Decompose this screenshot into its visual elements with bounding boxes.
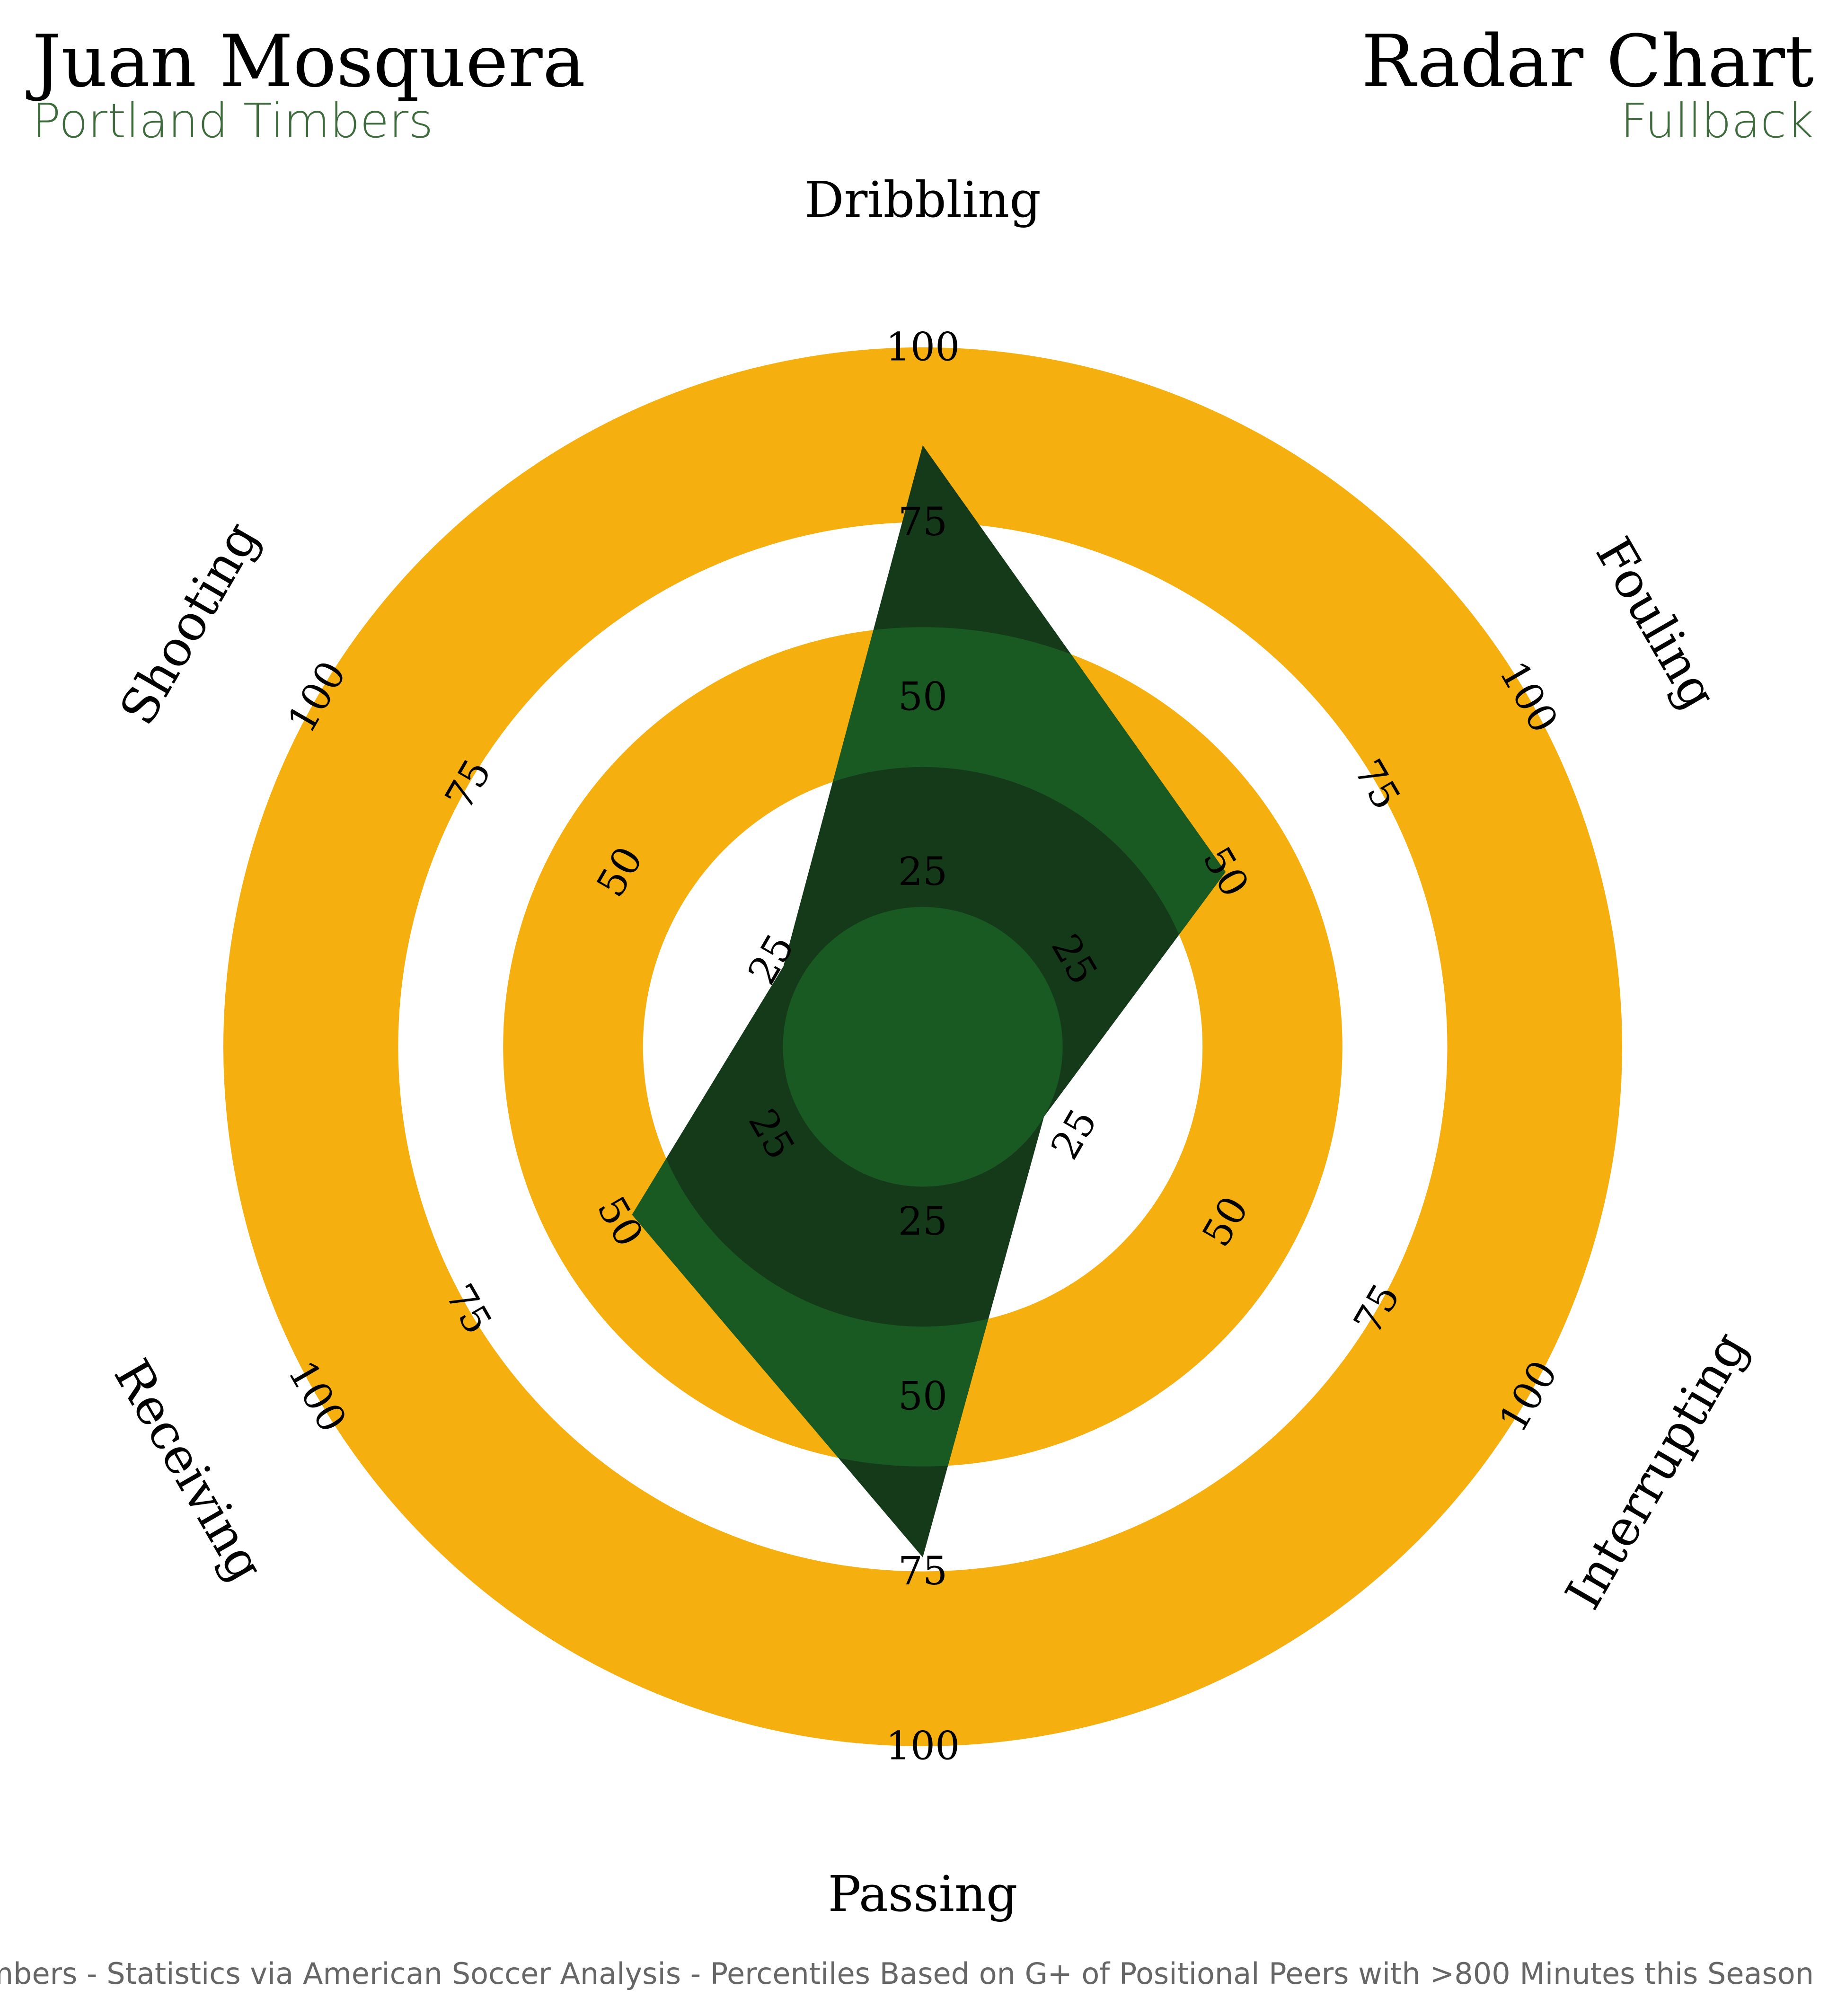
center-disc [783, 907, 1063, 1187]
axis-label-dribbling: Dribbling [804, 171, 1041, 229]
axis-label-interrupting: Interrupting [1554, 1322, 1758, 1619]
axis-label-receiving: Receiving [103, 1350, 275, 1591]
tick-passing-25: 25 [898, 1199, 947, 1244]
tick-dribbling-75: 75 [898, 500, 947, 545]
position-label: Fullback [1620, 93, 1814, 149]
tick-dribbling-25: 25 [898, 849, 947, 894]
player-name: Juan Mosquera [26, 19, 585, 103]
tick-dribbling-100: 100 [886, 325, 960, 370]
tick-dribbling-50: 50 [898, 675, 947, 720]
axis-label-fouling: Fouling [1584, 528, 1728, 719]
axis-label-shooting: Shooting [108, 512, 270, 734]
footer-credit: Made by TotalTimbers - Statistics via Am… [0, 1956, 1814, 1991]
tick-passing-75: 75 [898, 1549, 947, 1594]
axis-label-passing: Passing [828, 1865, 1018, 1923]
chart-title: Radar Chart [1361, 19, 1814, 103]
tick-passing-50: 50 [898, 1374, 947, 1419]
tick-passing-100: 100 [886, 1724, 960, 1769]
team-name: Portland Timbers [32, 93, 433, 149]
